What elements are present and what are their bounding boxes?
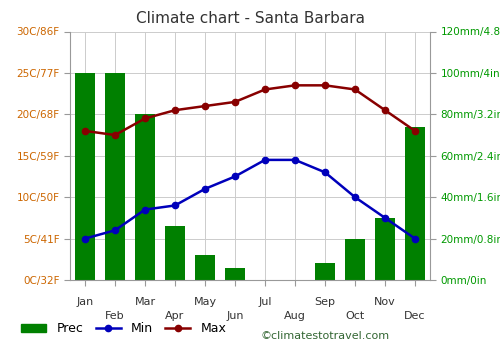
Text: Feb: Feb	[105, 310, 125, 321]
Text: Jun: Jun	[226, 310, 244, 321]
Bar	[75, 73, 95, 280]
Bar	[316, 264, 335, 280]
Text: May: May	[194, 297, 216, 307]
Text: Sep: Sep	[314, 297, 336, 307]
Text: Jan: Jan	[76, 297, 94, 307]
Legend: Prec, Min, Max: Prec, Min, Max	[16, 317, 231, 340]
Text: Aug: Aug	[284, 310, 306, 321]
Text: Mar: Mar	[134, 297, 156, 307]
Text: Oct: Oct	[346, 310, 364, 321]
Bar	[225, 267, 245, 280]
Title: Climate chart - Santa Barbara: Climate chart - Santa Barbara	[136, 11, 364, 26]
Bar	[165, 226, 185, 280]
Text: ©climatestotravel.com: ©climatestotravel.com	[260, 331, 389, 341]
Bar	[405, 127, 425, 280]
Text: Jul: Jul	[258, 297, 272, 307]
Text: Apr: Apr	[166, 310, 184, 321]
Bar	[135, 114, 155, 280]
Bar	[345, 239, 365, 280]
Bar	[195, 255, 215, 280]
Text: Nov: Nov	[374, 297, 396, 307]
Bar	[105, 73, 125, 280]
Bar	[375, 218, 395, 280]
Text: Dec: Dec	[404, 310, 426, 321]
